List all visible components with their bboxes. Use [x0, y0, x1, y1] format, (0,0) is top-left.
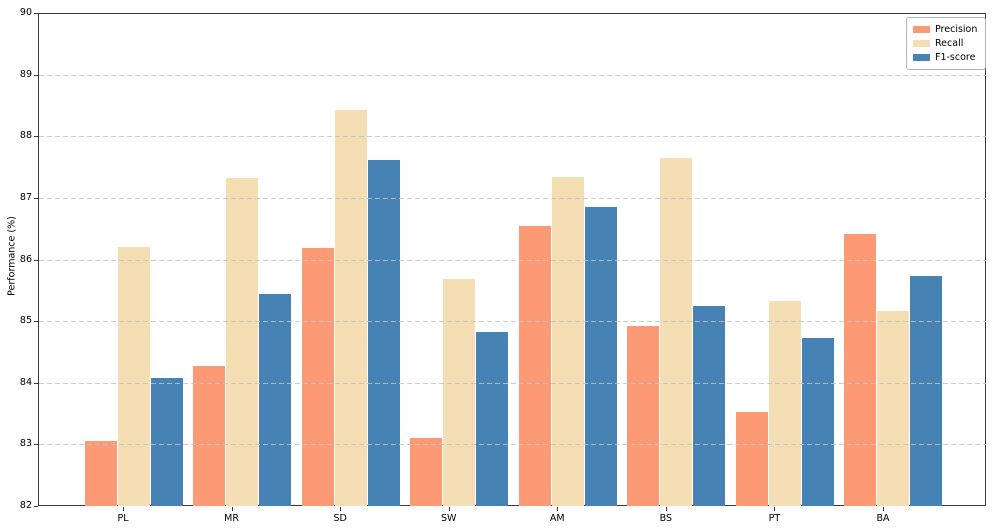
bar-PL-recall — [117, 246, 150, 506]
bar-BS-precision — [627, 326, 660, 506]
x-tick-label-PT: PT — [768, 513, 781, 524]
y-tick-mark — [34, 321, 38, 323]
y-tick-label: 88 — [19, 130, 32, 142]
y-tick-label: 83 — [19, 438, 32, 450]
y-tick-mark — [34, 197, 38, 199]
gridline-88 — [39, 136, 986, 138]
gridline-84 — [39, 382, 986, 384]
legend: Precision Recall F1-score — [906, 17, 986, 70]
legend-swatch-icon — [913, 26, 930, 33]
y-tick-label: 85 — [19, 315, 32, 327]
y-tick-mark — [34, 382, 38, 384]
x-tick-label-BS: BS — [659, 513, 673, 524]
bar-PT-precision — [735, 412, 768, 506]
gridline-89 — [39, 74, 986, 76]
x-tick-mark — [665, 507, 667, 511]
x-tick-mark — [231, 507, 233, 511]
y-tick-label: 90 — [19, 7, 32, 18]
bar-PL-precision — [84, 441, 117, 506]
gridline-85 — [39, 321, 986, 323]
x-tick-mark — [774, 507, 776, 511]
x-tick-mark — [340, 507, 342, 511]
bar-AM-recall — [551, 176, 584, 506]
bar-MR-recall — [226, 177, 259, 506]
legend-item-recall: Recall — [913, 37, 979, 50]
bar-BS-recall — [660, 158, 693, 506]
y-tick-mark — [34, 74, 38, 76]
gridline-87 — [39, 197, 986, 199]
bar-MR-precision — [193, 366, 226, 506]
legend-label: Precision — [935, 24, 978, 35]
x-tick-label-SD: SD — [333, 513, 347, 524]
x-tick-label-AM: AM — [549, 513, 565, 524]
y-tick-label: 82 — [19, 500, 32, 511]
y-tick-label: 84 — [19, 376, 32, 388]
bar-BS-f1-score — [693, 306, 726, 506]
bar-PL-f1-score — [150, 378, 183, 506]
y-tick-mark — [34, 136, 38, 138]
bar-AM-f1-score — [584, 206, 617, 506]
x-tick-mark — [448, 507, 450, 511]
bar-PT-recall — [768, 300, 801, 506]
bar-SD-f1-score — [367, 160, 400, 506]
legend-item-f1-score: F1-score — [913, 51, 979, 64]
bar-PT-f1-score — [801, 337, 834, 506]
x-tick-mark — [882, 507, 884, 511]
x-tick-label-MR: MR — [224, 513, 239, 524]
y-tick-label: 89 — [19, 68, 32, 80]
legend-swatch-icon — [913, 40, 930, 47]
legend-label: Recall — [935, 38, 964, 49]
legend-label: F1-score — [935, 52, 976, 63]
bar-AM-precision — [518, 226, 551, 506]
x-tick-mark — [557, 507, 559, 511]
x-tick-label-SW: SW — [440, 513, 457, 524]
y-tick-mark — [34, 259, 38, 261]
y-tick-label: 87 — [19, 191, 32, 203]
gridline-86 — [39, 259, 986, 261]
y-tick-mark — [34, 506, 38, 507]
bar-SW-precision — [410, 438, 443, 506]
bar-MR-f1-score — [259, 294, 292, 506]
bar-SW-f1-score — [476, 332, 509, 506]
bar-BA-f1-score — [910, 275, 943, 506]
y-tick-mark — [34, 444, 38, 446]
bar-BA-precision — [844, 234, 877, 506]
y-tick-mark — [34, 13, 38, 14]
x-tick-mark — [123, 507, 124, 511]
x-tick-label-BA: BA — [876, 513, 890, 524]
bar-BA-recall — [877, 311, 910, 506]
gridline-83 — [39, 444, 986, 446]
bar-SW-recall — [443, 279, 476, 506]
bar-SD-precision — [301, 247, 334, 506]
legend-item-precision: Precision — [913, 23, 979, 36]
y-tick-label: 86 — [19, 253, 32, 265]
bar-SD-recall — [334, 110, 367, 506]
legend-swatch-icon — [913, 54, 930, 61]
x-tick-label-PL: PL — [117, 513, 129, 524]
